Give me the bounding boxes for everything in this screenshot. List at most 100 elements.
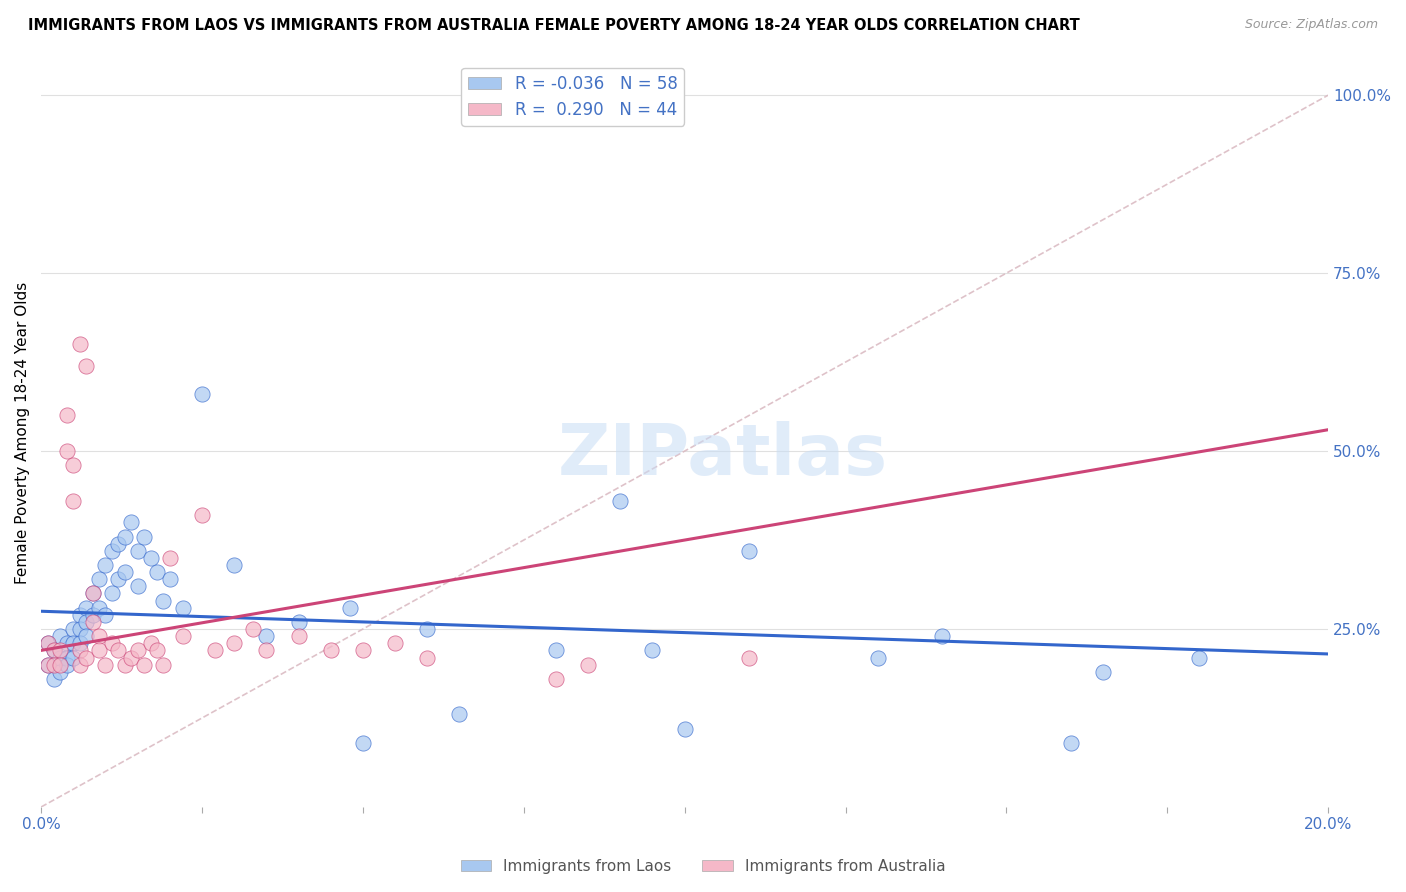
Point [931, 629, 953, 643]
Legend: Immigrants from Laos, Immigrants from Australia: Immigrants from Laos, Immigrants from Au… [454, 853, 952, 880]
Point [62, 622, 84, 636]
Point [114, 657, 136, 672]
Point [191, 508, 214, 523]
Point [738, 543, 761, 558]
Point [101, 636, 124, 650]
Point [254, 629, 277, 643]
Point [94, 607, 117, 622]
Point [56, 657, 79, 672]
Point [287, 629, 309, 643]
Point [159, 572, 181, 586]
Point [120, 650, 142, 665]
Point [449, 707, 471, 722]
Point [159, 550, 181, 565]
Point [94, 558, 117, 572]
Point [120, 515, 142, 529]
Point [101, 543, 124, 558]
Point [673, 722, 696, 736]
Point [107, 572, 129, 586]
Point [49, 650, 72, 665]
Point [544, 672, 567, 686]
Point [56, 650, 79, 665]
Point [82, 586, 104, 600]
Point [42, 643, 65, 657]
Point [87, 629, 110, 643]
Point [224, 636, 246, 650]
Point [69, 337, 91, 351]
Point [132, 657, 155, 672]
Point [101, 586, 124, 600]
Point [62, 650, 84, 665]
Point [609, 494, 631, 508]
Point [56, 444, 79, 458]
Point [641, 643, 664, 657]
Point [544, 643, 567, 657]
Point [352, 643, 374, 657]
Point [62, 494, 84, 508]
Point [75, 650, 97, 665]
Point [1060, 736, 1083, 750]
Point [224, 558, 246, 572]
Point [37, 657, 59, 672]
Point [172, 629, 194, 643]
Point [139, 636, 162, 650]
Point [127, 643, 149, 657]
Point [42, 657, 65, 672]
Text: ZIPatlas: ZIPatlas [558, 421, 889, 491]
Point [75, 359, 97, 373]
Point [82, 586, 104, 600]
Point [576, 657, 599, 672]
Point [82, 607, 104, 622]
Point [146, 643, 169, 657]
Point [62, 458, 84, 473]
Point [172, 600, 194, 615]
Point [287, 615, 309, 629]
Y-axis label: Female Poverty Among 18-24 Year Olds: Female Poverty Among 18-24 Year Olds [15, 282, 30, 584]
Point [56, 409, 79, 423]
Legend: R = -0.036   N = 58, R =  0.290   N = 44: R = -0.036 N = 58, R = 0.290 N = 44 [461, 68, 685, 126]
Point [416, 622, 439, 636]
Point [204, 643, 226, 657]
Point [49, 643, 72, 657]
Point [866, 650, 889, 665]
Point [127, 543, 149, 558]
Point [242, 622, 264, 636]
Point [87, 643, 110, 657]
Point [42, 643, 65, 657]
Point [56, 636, 79, 650]
Point [114, 565, 136, 579]
Point [319, 643, 342, 657]
Point [82, 615, 104, 629]
Point [139, 550, 162, 565]
Point [1091, 665, 1114, 679]
Point [152, 593, 174, 607]
Point [69, 657, 91, 672]
Point [416, 650, 439, 665]
Point [107, 536, 129, 550]
Point [87, 572, 110, 586]
Point [49, 665, 72, 679]
Point [146, 565, 169, 579]
Point [69, 607, 91, 622]
Point [75, 600, 97, 615]
Point [114, 529, 136, 543]
Point [49, 657, 72, 672]
Point [132, 529, 155, 543]
Point [69, 643, 91, 657]
Point [152, 657, 174, 672]
Point [49, 629, 72, 643]
Text: Source: ZipAtlas.com: Source: ZipAtlas.com [1244, 18, 1378, 31]
Point [87, 600, 110, 615]
Point [254, 643, 277, 657]
Point [339, 600, 361, 615]
Point [738, 650, 761, 665]
Point [94, 657, 117, 672]
Point [62, 636, 84, 650]
Point [69, 622, 91, 636]
Point [75, 615, 97, 629]
Point [191, 387, 214, 401]
Point [127, 579, 149, 593]
Point [37, 636, 59, 650]
Point [75, 629, 97, 643]
Point [37, 657, 59, 672]
